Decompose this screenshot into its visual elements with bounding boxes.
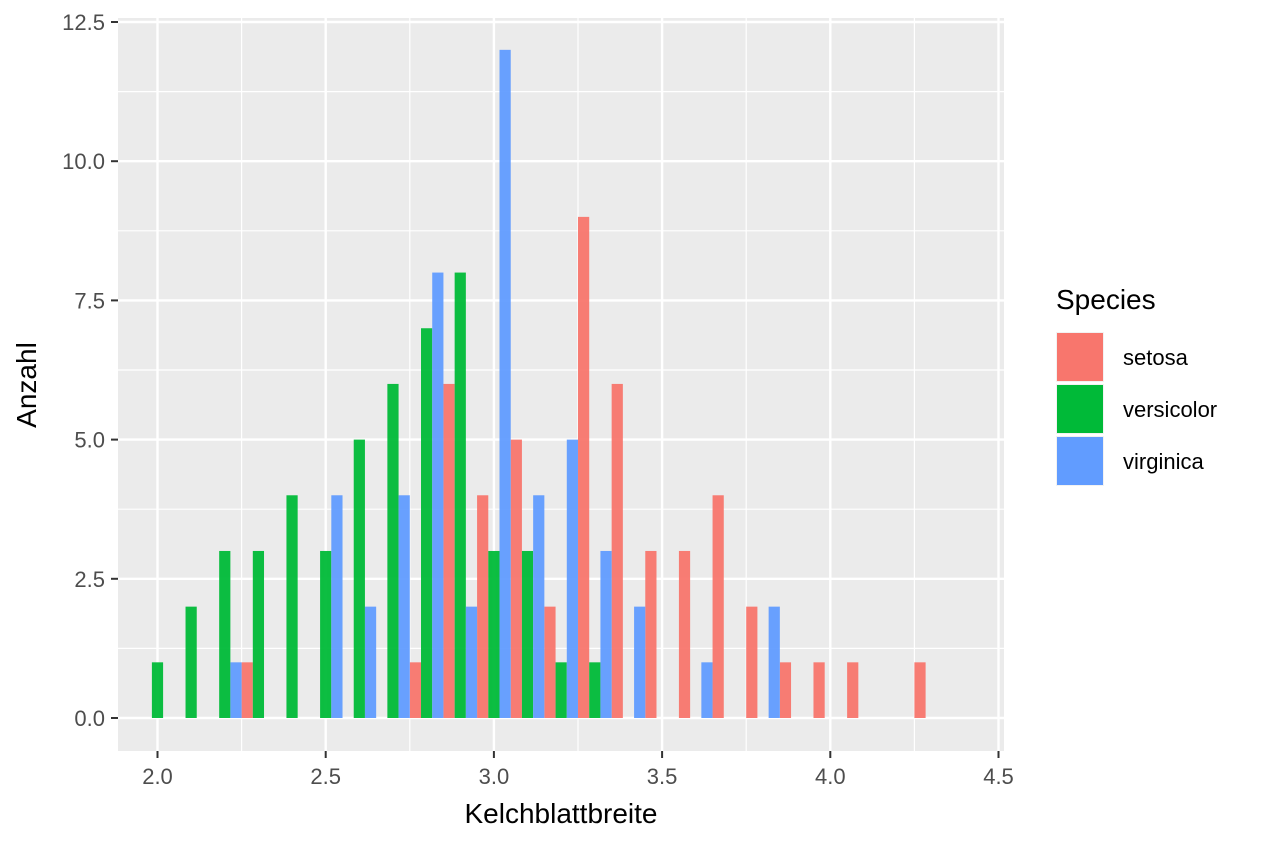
legend-items: setosa versicolor virginica bbox=[1056, 332, 1217, 486]
x-axis: 2.0 2.5 3.0 3.5 4.0 4.5 bbox=[142, 751, 1014, 789]
legend-key-virginica bbox=[1057, 437, 1103, 485]
x-tick-label: 3.0 bbox=[479, 764, 510, 789]
bar-versicolor bbox=[589, 662, 601, 718]
bar-virginica bbox=[331, 495, 343, 718]
bar-versicolor bbox=[320, 550, 332, 718]
bars-layer bbox=[151, 49, 926, 718]
bar-setosa bbox=[678, 550, 691, 718]
bar-versicolor bbox=[421, 328, 433, 718]
bar-setosa bbox=[914, 662, 926, 718]
bar-versicolor bbox=[555, 662, 567, 718]
bar-setosa bbox=[813, 662, 825, 718]
x-axis-title: Kelchblattbreite bbox=[464, 798, 657, 829]
y-tick-label: 12.5 bbox=[62, 10, 105, 35]
x-tick-label: 2.5 bbox=[310, 764, 341, 789]
legend: Species setosa versicolor virginica bbox=[1056, 284, 1217, 486]
bar-virginica bbox=[600, 550, 612, 718]
y-tick-label: 5.0 bbox=[74, 428, 105, 453]
bar-setosa bbox=[746, 606, 758, 718]
x-tick-label: 3.5 bbox=[647, 764, 678, 789]
legend-label-virginica: virginica bbox=[1123, 449, 1204, 474]
bar-setosa bbox=[578, 216, 590, 718]
x-tick-label: 4.5 bbox=[983, 764, 1014, 789]
minor-gridlines bbox=[118, 18, 1004, 751]
legend-key-setosa bbox=[1057, 333, 1103, 381]
bar-versicolor bbox=[219, 550, 231, 718]
bar-virginica bbox=[701, 662, 713, 718]
legend-title: Species bbox=[1056, 284, 1156, 315]
y-tick-label: 2.5 bbox=[74, 567, 105, 592]
bar-versicolor bbox=[488, 550, 500, 718]
bar-virginica bbox=[432, 272, 444, 718]
bar-virginica bbox=[230, 662, 242, 718]
bar-setosa bbox=[847, 662, 859, 718]
bar-setosa bbox=[409, 662, 422, 718]
panel-background bbox=[118, 18, 1004, 751]
bar-virginica bbox=[499, 49, 511, 718]
bar-versicolor bbox=[353, 439, 365, 718]
bar-versicolor bbox=[387, 383, 399, 718]
bar-setosa bbox=[241, 662, 253, 718]
bar-versicolor bbox=[185, 606, 197, 718]
bar-setosa bbox=[510, 439, 522, 718]
bar-versicolor bbox=[521, 550, 534, 718]
bar-setosa bbox=[611, 383, 623, 718]
bar-virginica bbox=[768, 606, 780, 718]
bar-virginica bbox=[398, 495, 410, 718]
bar-virginica bbox=[566, 439, 578, 718]
legend-label-setosa: setosa bbox=[1123, 345, 1189, 370]
bar-setosa bbox=[712, 495, 724, 718]
x-tick-label: 4.0 bbox=[815, 764, 846, 789]
y-axis: 0.0 2.5 5.0 7.5 10.0 12.5 bbox=[62, 10, 118, 731]
bar-setosa bbox=[779, 662, 792, 718]
bar-versicolor bbox=[454, 272, 466, 718]
bar-virginica bbox=[533, 495, 545, 718]
bar-setosa bbox=[544, 606, 556, 718]
bar-setosa bbox=[443, 383, 455, 718]
bar-setosa bbox=[477, 495, 489, 718]
bar-versicolor bbox=[151, 662, 164, 718]
legend-key-versicolor bbox=[1057, 385, 1103, 433]
legend-label-versicolor: versicolor bbox=[1123, 397, 1217, 422]
bar-virginica bbox=[364, 606, 377, 718]
y-tick-label: 7.5 bbox=[74, 288, 105, 313]
bar-versicolor bbox=[286, 495, 298, 718]
y-axis-title: Anzahl bbox=[11, 342, 42, 428]
x-tick-label: 2.0 bbox=[142, 764, 173, 789]
bar-versicolor bbox=[252, 550, 265, 718]
y-tick-label: 0.0 bbox=[74, 706, 105, 731]
bar-setosa bbox=[645, 550, 657, 718]
bar-virginica bbox=[634, 606, 646, 718]
y-tick-label: 10.0 bbox=[62, 149, 105, 174]
bar-virginica bbox=[465, 606, 478, 718]
